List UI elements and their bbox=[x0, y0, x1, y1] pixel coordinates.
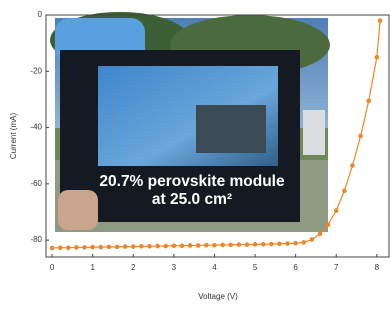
data-point bbox=[237, 242, 242, 247]
y-tick-label: -40 bbox=[30, 123, 42, 132]
data-point bbox=[277, 241, 282, 246]
data-point bbox=[310, 237, 315, 242]
data-point bbox=[131, 244, 136, 249]
data-point bbox=[342, 189, 347, 194]
data-point bbox=[115, 245, 120, 250]
x-tick-label: 8 bbox=[375, 263, 380, 272]
data-point bbox=[58, 245, 63, 250]
data-point bbox=[50, 246, 55, 251]
annotation: at 25.0 cm² bbox=[152, 191, 232, 208]
data-point bbox=[301, 240, 306, 245]
data-point bbox=[188, 243, 193, 248]
data-point bbox=[172, 243, 177, 248]
chart: 20.7% perovskite module at 25.0 cm² Curr… bbox=[0, 0, 391, 311]
data-point bbox=[82, 245, 87, 250]
data-point bbox=[98, 245, 103, 250]
data-point bbox=[163, 244, 168, 249]
y-tick-label: 0 bbox=[38, 10, 43, 19]
x-tick-label: 3 bbox=[172, 263, 177, 272]
data-point bbox=[293, 241, 298, 246]
data-point bbox=[253, 242, 258, 247]
y-axis-label: Current (mA) bbox=[9, 113, 18, 160]
x-tick-label: 5 bbox=[253, 263, 258, 272]
y-tick-label: -60 bbox=[30, 179, 42, 188]
data-point bbox=[269, 242, 274, 247]
data-point bbox=[350, 163, 355, 168]
data-point bbox=[261, 242, 266, 247]
data-point bbox=[74, 245, 79, 250]
data-point bbox=[139, 244, 144, 249]
data-point bbox=[204, 243, 209, 248]
x-tick-label: 7 bbox=[334, 263, 339, 272]
data-point bbox=[228, 243, 233, 248]
data-point bbox=[196, 243, 201, 248]
data-point bbox=[220, 243, 225, 248]
x-tick-label: 1 bbox=[90, 263, 95, 272]
y-tick-label: -80 bbox=[30, 235, 42, 244]
data-point bbox=[155, 244, 160, 249]
x-tick-label: 6 bbox=[293, 263, 298, 272]
annotation: 20.7% perovskite module bbox=[99, 173, 285, 190]
data-point bbox=[378, 18, 383, 23]
y-tick-label: -20 bbox=[30, 66, 42, 75]
data-point bbox=[358, 134, 363, 139]
x-tick-label: 2 bbox=[131, 263, 136, 272]
data-point bbox=[147, 244, 152, 249]
data-point bbox=[66, 245, 71, 250]
data-point bbox=[318, 232, 323, 237]
data-point bbox=[123, 244, 128, 249]
data-point bbox=[107, 245, 112, 250]
data-point bbox=[375, 55, 380, 60]
data-point bbox=[285, 241, 290, 246]
x-tick-label: 0 bbox=[50, 263, 55, 272]
data-point bbox=[326, 222, 331, 227]
data-point bbox=[180, 243, 185, 248]
x-tick-label: 4 bbox=[212, 263, 217, 272]
data-point bbox=[245, 242, 250, 247]
data-point bbox=[366, 99, 371, 104]
data-point bbox=[334, 208, 339, 213]
x-axis-label: Voltage (V) bbox=[198, 292, 238, 301]
data-point bbox=[212, 243, 217, 248]
data-point bbox=[90, 245, 95, 250]
